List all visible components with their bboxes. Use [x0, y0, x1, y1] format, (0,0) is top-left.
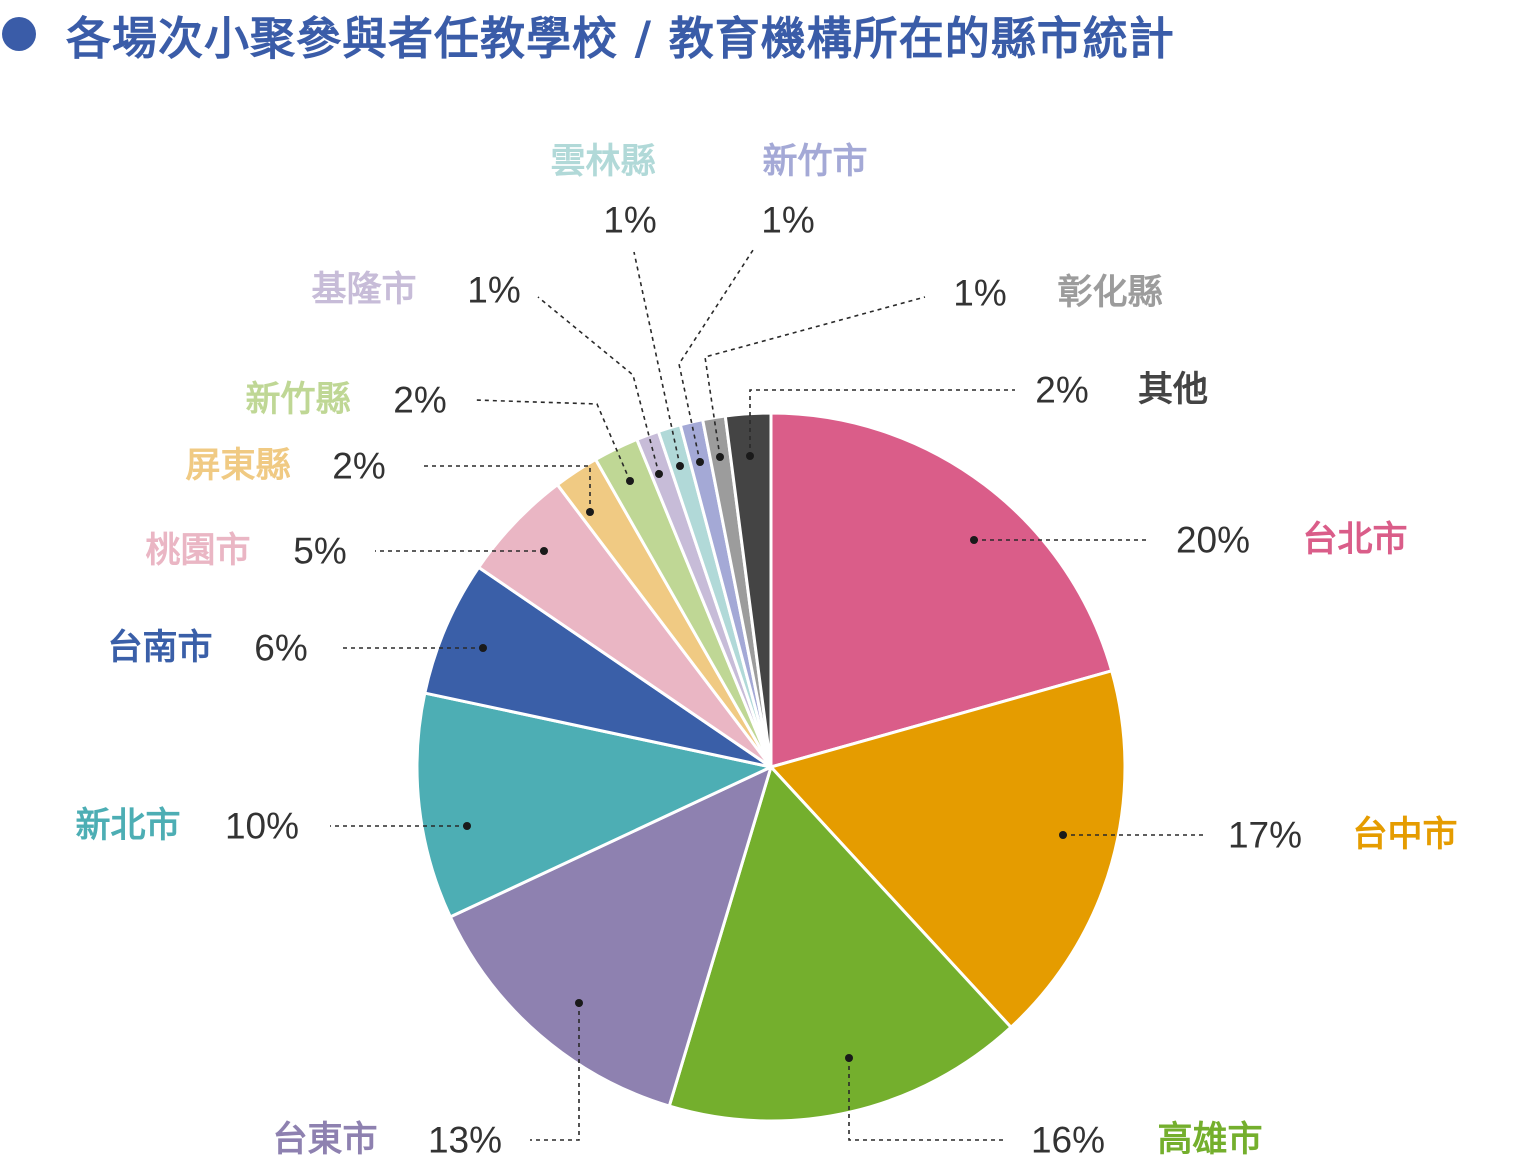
pie-slice-3 — [667, 765, 1013, 1123]
leader-line-13 — [704, 296, 926, 458]
pie-slice-14 — [723, 411, 773, 769]
slice-name-label-13: 彰化縣 — [1057, 273, 1162, 313]
leader-anchor-dot-12 — [696, 458, 704, 466]
leader-anchor-dot-8 — [586, 508, 594, 516]
slice-name-label-2: 台中市 — [1352, 815, 1457, 855]
slice-labels: 20% 台北市 17% 台中市 16% 高雄市 13% 台東市 10% 新北市 6% 台南市 5% 桃園市… — [75, 142, 1457, 1159]
slice-name-label-5: 新北市 — [75, 806, 180, 846]
slice-percent-label-7: 5% — [293, 531, 346, 572]
slice-name-label-10: 基隆市 — [311, 270, 416, 310]
slice-name-label-4: 台東市 — [272, 1120, 377, 1159]
leader-line-14 — [749, 389, 1015, 456]
slice-percent-label-14: 2% — [1035, 370, 1088, 411]
leader-line-10 — [537, 296, 660, 475]
pie-slice-4 — [448, 765, 773, 1108]
leader-anchor-dot-6 — [479, 644, 487, 652]
leader-anchor-dot-2 — [1059, 831, 1067, 839]
leader-anchor-dot-11 — [676, 462, 684, 470]
slice-percent-label-13: 1% — [953, 273, 1006, 314]
slice-name-label-14: 其他 — [1138, 370, 1208, 410]
leader-anchor-dot-10 — [655, 470, 663, 478]
slice-name-label-3: 高雄市 — [1157, 1120, 1262, 1159]
pie-slice-1 — [769, 411, 1114, 769]
leader-anchor-dot-13 — [716, 453, 724, 461]
pie-slice-6 — [423, 565, 773, 769]
slice-name-label-7: 桃園市 — [145, 531, 250, 571]
leader-anchor-dot-5 — [463, 822, 471, 830]
slice-percent-label-6: 6% — [254, 628, 307, 669]
chart-title-row: 各場次小聚參與者任教學校 / 教育機構所在的縣市統計 — [0, 4, 1533, 65]
slice-percent-label-8: 2% — [332, 446, 385, 487]
slice-percent-label-10: 1% — [467, 270, 520, 311]
leader-lines — [330, 246, 1205, 1141]
slice-name-label-11: 雲林縣 — [550, 142, 655, 182]
leader-line-9 — [473, 399, 631, 482]
slice-name-label-8: 屏東縣 — [185, 446, 290, 486]
slice-name-label-6: 台南市 — [107, 628, 212, 668]
pie-slices — [415, 411, 1127, 1123]
leader-anchor-dot-9 — [626, 477, 634, 485]
slice-percent-label-11: 1% — [603, 200, 656, 241]
slice-percent-label-5: 10% — [225, 806, 299, 847]
slice-name-label-12: 新竹市 — [762, 142, 867, 182]
leader-line-3 — [848, 1058, 1005, 1141]
leader-anchor-dot-7 — [540, 547, 548, 555]
pie-slice-2 — [769, 669, 1127, 1029]
leader-anchor-dot-14 — [746, 452, 754, 460]
slice-percent-label-9: 2% — [393, 380, 446, 421]
slice-percent-label-12: 1% — [761, 200, 814, 241]
chart-title: 各場次小聚參與者任教學校 / 教育機構所在的縣市統計 — [66, 11, 1175, 65]
slice-percent-label-4: 13% — [428, 1120, 502, 1159]
bullet-dot-icon — [2, 17, 36, 51]
slice-name-label-9: 新竹縣 — [245, 380, 350, 420]
slice-percent-label-2: 17% — [1228, 815, 1302, 856]
leader-line-12 — [678, 246, 756, 463]
leader-anchor-dot-1 — [970, 536, 978, 544]
slice-percent-label-1: 20% — [1176, 520, 1250, 561]
leader-line-4 — [530, 1003, 580, 1141]
leader-anchor-dot-3 — [845, 1054, 853, 1062]
slice-percent-label-3: 16% — [1031, 1120, 1105, 1159]
slice-name-label-1: 台北市 — [1302, 520, 1407, 560]
leader-anchor-dot-4 — [575, 999, 583, 1007]
